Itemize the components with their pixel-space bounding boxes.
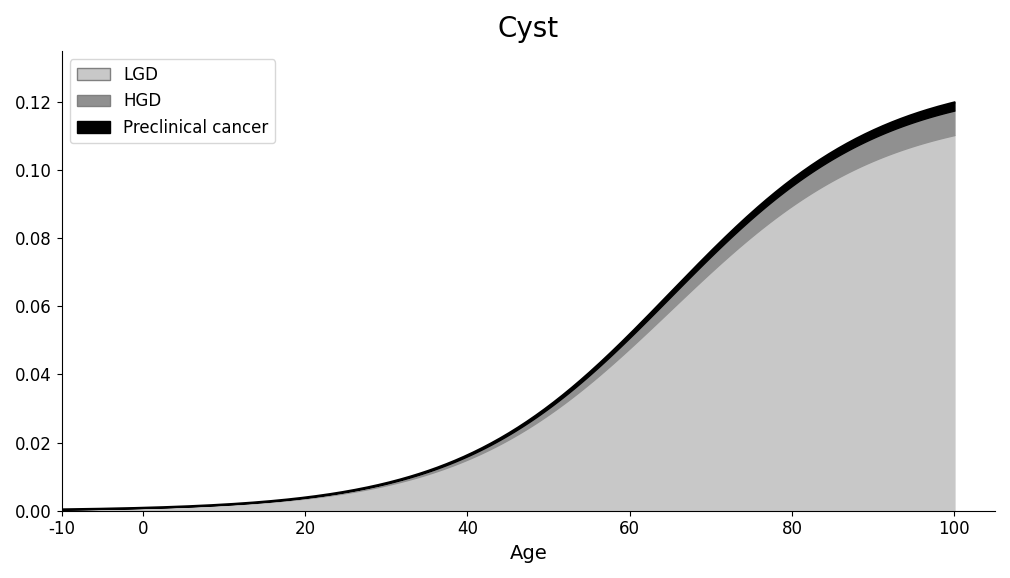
Legend: LGD, HGD, Preclinical cancer: LGD, HGD, Preclinical cancer — [70, 59, 276, 143]
Title: Cyst: Cyst — [498, 15, 559, 43]
X-axis label: Age: Age — [509, 544, 547, 563]
